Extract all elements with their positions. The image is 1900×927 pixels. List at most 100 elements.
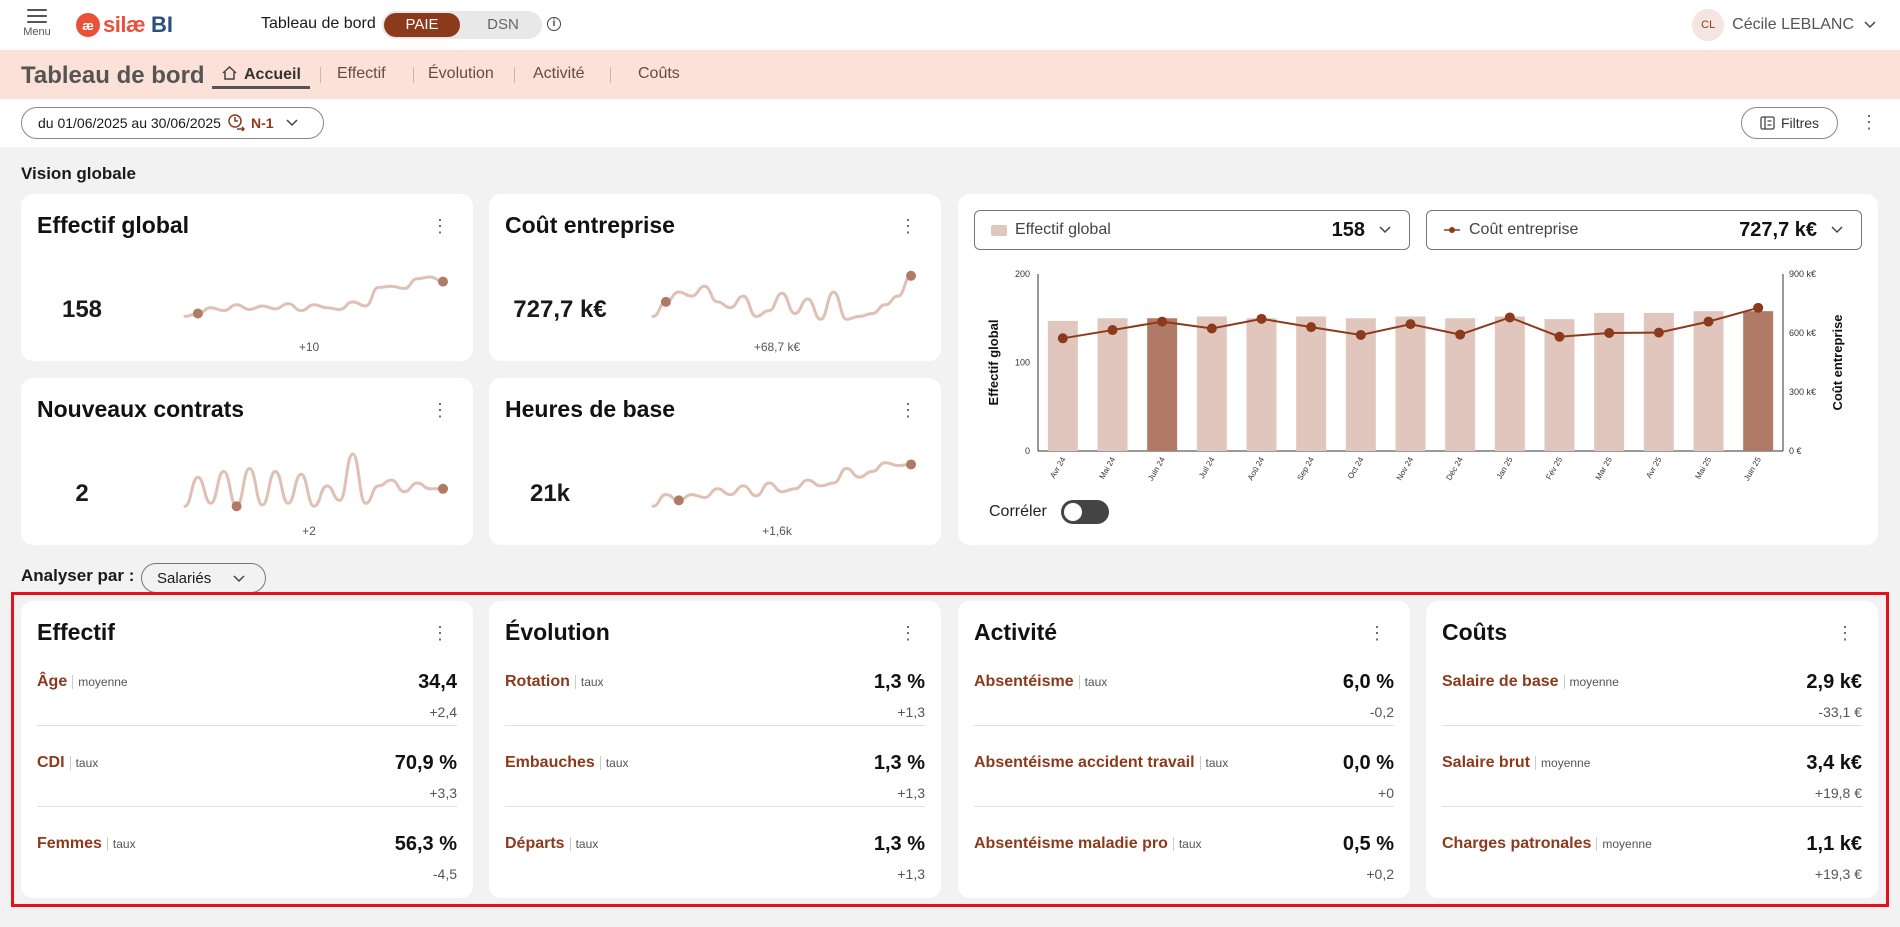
segment-dsn[interactable]: DSN (487, 16, 519, 33)
tab-couts[interactable]: Coûts (638, 65, 680, 82)
metric-row[interactable]: Embauches taux 1,3 % +1,3 (505, 752, 925, 835)
nav-divider (320, 67, 321, 83)
user-menu[interactable]: CL Cécile LEBLANC (1692, 9, 1876, 41)
date-range-text: du 01/06/2025 au 30/06/2025 (38, 115, 221, 131)
metric-row[interactable]: Salaire de base moyenne 2,9 k€ -33,1 € (1442, 671, 1862, 754)
metric-name-wrap: CDI taux (37, 754, 99, 772)
metric-row[interactable]: Rotation taux 1,3 % +1,3 (505, 671, 925, 754)
chart-line-point (1604, 328, 1615, 338)
metric-selector-cout[interactable]: Coût entreprise 727,7 k€ (1426, 210, 1862, 250)
selector-value: 727,7 k€ (1739, 218, 1817, 241)
filters-button[interactable]: Filtres (1741, 107, 1838, 139)
metric-type: taux (1078, 675, 1108, 689)
sparkline-path (651, 274, 913, 321)
chart-line-point (1703, 316, 1714, 327)
kpi-title: Heures de base (505, 396, 676, 422)
metric-name: Femmes (37, 835, 102, 852)
chart-line-point (1256, 313, 1267, 324)
analyse-select[interactable]: Salariés (141, 563, 266, 593)
more-vertical-icon[interactable]: ⋮ (1368, 623, 1386, 643)
metric-name: Départs (505, 835, 565, 852)
metric-value: 1,3 % (873, 671, 925, 693)
chart-line-point (1753, 302, 1764, 313)
metric-row[interactable]: CDI taux 70,9 % +3,3 (37, 752, 457, 835)
metric-selector-effectif[interactable]: Effectif global 158 (974, 210, 1410, 250)
hamburger-icon (27, 9, 47, 23)
metric-type: taux (599, 756, 629, 770)
chevron-down-icon (285, 119, 298, 127)
tab-accueil[interactable]: Accueil (221, 65, 301, 84)
sparkline-marker (438, 483, 448, 494)
metric-type: moyenne (1596, 837, 1652, 851)
y-tick-label: 200 (1015, 269, 1030, 279)
metric-delta: +19,3 € (1814, 866, 1862, 882)
metric-row[interactable]: Charges patronales moyenne 1,1 k€ +19,3 € (1442, 833, 1862, 916)
chevron-down-icon (1379, 226, 1391, 234)
logo-mark-icon: æ (76, 13, 100, 37)
x-tick-label: Juin 25 (1742, 455, 1763, 482)
metric-row[interactable]: Femmes taux 56,3 % -4,5 (37, 833, 457, 916)
sparkline (651, 459, 916, 508)
chevron-down-icon (1831, 226, 1843, 234)
more-vertical-icon[interactable]: ⋮ (1836, 623, 1854, 643)
metric-name: Absentéisme (974, 673, 1074, 690)
chevron-down-icon (1864, 21, 1876, 29)
more-vertical-icon[interactable]: ⋮ (431, 623, 449, 643)
metric-type: taux (574, 675, 604, 689)
more-vertical-icon[interactable]: ⋮ (431, 216, 449, 236)
metric-row[interactable]: Absentéisme taux 6,0 % -0,2 (974, 671, 1394, 754)
selector-label: Coût entreprise (1469, 221, 1579, 238)
metric-row[interactable]: Salaire brut moyenne 3,4 k€ +19,8 € (1442, 752, 1862, 835)
combo-chart: 0 100 200 0 € 300 k€ 600 k€ 900 k€ Effectif glo… (986, 269, 1845, 482)
more-vertical-icon[interactable]: ⋮ (1860, 112, 1878, 132)
kpi-value: 727,7 k€ (513, 296, 607, 323)
correlate-toggle[interactable] (1061, 500, 1109, 524)
metric-value: 0,5 % (1342, 833, 1394, 855)
menu-label: Menu (23, 26, 51, 38)
menu-button[interactable]: Menu (20, 9, 54, 38)
chart-line-point (1057, 333, 1068, 344)
panel-card: Évolution ⋮ Rotation taux 1,3 % +1,3 Emba… (489, 601, 941, 898)
info-icon[interactable]: i (547, 17, 561, 31)
panel-card: Coûts ⋮ Salaire de base moyenne 2,9 k€ -3… (1426, 601, 1878, 898)
metric-row[interactable]: Absentéisme accident travail taux 0,0 % +… (974, 752, 1394, 835)
selection-highlight (11, 592, 1889, 907)
metric-name-wrap: Rotation taux (505, 673, 604, 691)
more-vertical-icon[interactable]: ⋮ (899, 623, 917, 643)
selector-value: 158 (1331, 218, 1365, 241)
metric-row[interactable]: Départs taux 1,3 % +1,3 (505, 833, 925, 916)
logo-bi: BI (151, 12, 174, 37)
tab-activite[interactable]: Activité (533, 65, 585, 82)
compare-label: N-1 (250, 115, 274, 131)
more-vertical-icon[interactable]: ⋮ (899, 216, 917, 236)
metric-value: 0,0 % (1342, 752, 1394, 774)
tab-effectif[interactable]: Effectif (337, 65, 386, 82)
metric-row[interactable]: Âge moyenne 34,4 +2,4 (37, 671, 457, 754)
more-vertical-icon[interactable]: ⋮ (431, 400, 449, 420)
metric-type: taux (69, 756, 99, 770)
metric-name: Embauches (505, 754, 595, 771)
metric-row[interactable]: Absentéisme maladie pro taux 0,5 % +0,2 (974, 833, 1394, 916)
kpi-value: 158 (61, 296, 103, 323)
date-range-picker[interactable]: du 01/06/2025 au 30/06/2025 N-1 (21, 107, 324, 139)
metric-delta: +2,4 (429, 704, 457, 720)
chart-bar (1743, 311, 1774, 451)
app-logo[interactable]: æ silæ BI (76, 12, 173, 38)
metric-value: 2,9 k€ (1806, 671, 1862, 693)
user-name: Cécile LEBLANC (1732, 16, 1854, 33)
metric-name-wrap: Salaire brut moyenne (1442, 754, 1591, 772)
chart-bar (1345, 318, 1376, 451)
kpi-value: 2 (75, 480, 89, 507)
metric-name: Absentéisme accident travail (974, 754, 1195, 771)
tab-evolution[interactable]: Évolution (428, 65, 494, 82)
nav-divider (413, 67, 414, 83)
divider (505, 806, 925, 807)
segment-paie[interactable]: PAIE (384, 13, 460, 37)
panel-title: Activité (974, 619, 1058, 645)
more-vertical-icon[interactable]: ⋮ (899, 400, 917, 420)
chart-line-point (1405, 319, 1416, 330)
sparkline (183, 452, 448, 512)
chart-line-point (1206, 323, 1217, 334)
metric-name: Âge (37, 673, 68, 690)
chevron-down-icon (233, 575, 245, 583)
